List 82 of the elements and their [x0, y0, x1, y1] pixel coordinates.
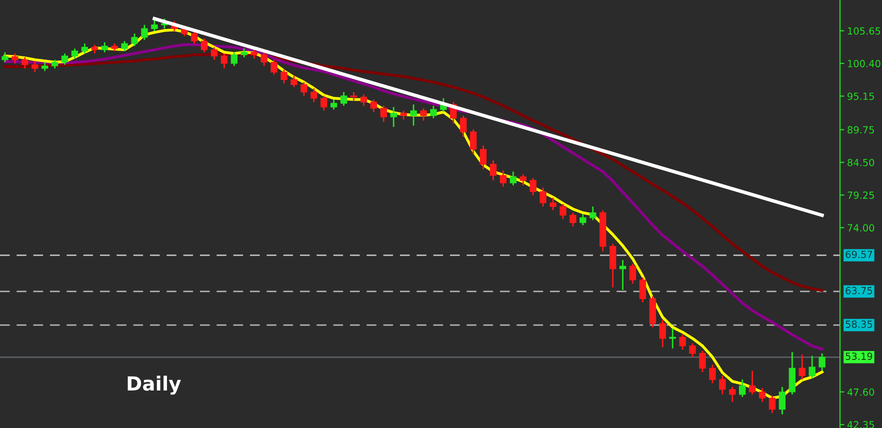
candlestick: [210, 46, 218, 60]
candlestick: [788, 351, 796, 396]
candlestick: [629, 263, 636, 284]
candlestick: [719, 375, 726, 396]
candlestick: [290, 75, 298, 88]
candlestick: [390, 106, 397, 128]
candlestick: [470, 128, 477, 155]
candlestick: [230, 52, 238, 67]
candlestick: [490, 160, 497, 182]
candlestick: [818, 352, 826, 372]
candlestick: [300, 81, 308, 96]
candlestick: [81, 42, 88, 54]
y-tick-label: 100.40: [848, 60, 880, 68]
candlestick: [190, 30, 198, 44]
candlestick: [71, 48, 78, 60]
candlestick: [619, 259, 626, 291]
candlestick: [709, 364, 716, 384]
candlestick: [200, 38, 208, 53]
candlestick: [260, 52, 268, 67]
candlestick: [729, 386, 736, 403]
candlestick: [121, 40, 128, 52]
candlestick: [420, 108, 427, 122]
y-tick-label: 47.60: [847, 388, 874, 396]
y-tick-label: 105.65: [848, 27, 880, 35]
candlestick: [141, 24, 148, 41]
y-tick-label: 74.00: [848, 224, 874, 232]
ref-line-label: 53.19: [846, 352, 872, 360]
candlestick: [270, 59, 278, 76]
candlestick: [360, 94, 368, 106]
candlestick: [590, 206, 596, 221]
ref-line-label: 63.75: [846, 286, 872, 294]
candlestick: [659, 319, 666, 348]
candlestick: [570, 212, 576, 228]
y-tick-label: 95.15: [848, 92, 874, 100]
candlestick: [530, 177, 536, 196]
candlestick: [778, 386, 786, 416]
candlestick: [520, 173, 526, 186]
candlestick: [798, 354, 806, 380]
candlestick: [430, 105, 437, 119]
candlestick: [2, 52, 8, 63]
candlestick: [12, 52, 18, 64]
candlestick: [739, 378, 746, 398]
candlestick: [320, 95, 328, 112]
candlestick: [540, 187, 546, 208]
candlestick: [560, 203, 566, 220]
candlestick: [370, 98, 378, 113]
candlestick: [480, 144, 487, 170]
candlestick: [460, 115, 467, 138]
candlestick: [639, 276, 646, 304]
candlestick: [32, 60, 38, 73]
candlestick: [748, 370, 756, 396]
candlestick: [131, 32, 138, 47]
candlestick: [609, 243, 616, 288]
y-tick-label: 89.75: [848, 126, 874, 134]
candlestick: [550, 197, 556, 211]
candlestick: [330, 98, 338, 110]
candlestick: [580, 213, 586, 226]
candlestick: [340, 91, 348, 106]
annotation: Daily: [128, 376, 181, 395]
candlestick: [808, 355, 816, 379]
ref-line-label: 58.35: [846, 320, 872, 328]
y-tick-label: 84.50: [848, 158, 874, 166]
candlestick: [500, 170, 507, 188]
candlestick: [61, 52, 68, 66]
candlestick: [510, 171, 517, 186]
candlestick: [310, 88, 318, 103]
candlestick: [689, 342, 696, 358]
y-tick-label: 42.35: [847, 421, 874, 428]
candlestick: [768, 394, 776, 414]
candlestick: [410, 104, 417, 126]
candlestick: [101, 42, 108, 53]
candlestick: [22, 56, 28, 70]
ref-line-label: 69.57: [846, 250, 872, 258]
candlestick: [280, 68, 288, 84]
candlestick: [679, 334, 686, 350]
candlestick: [380, 105, 387, 123]
candlestick: [669, 328, 676, 350]
y-tick-label: 79.25: [848, 192, 874, 199]
candlestick: [758, 387, 766, 403]
candlestick: [220, 52, 228, 70]
candlestick: [699, 350, 706, 373]
candlestick: [151, 19, 158, 32]
